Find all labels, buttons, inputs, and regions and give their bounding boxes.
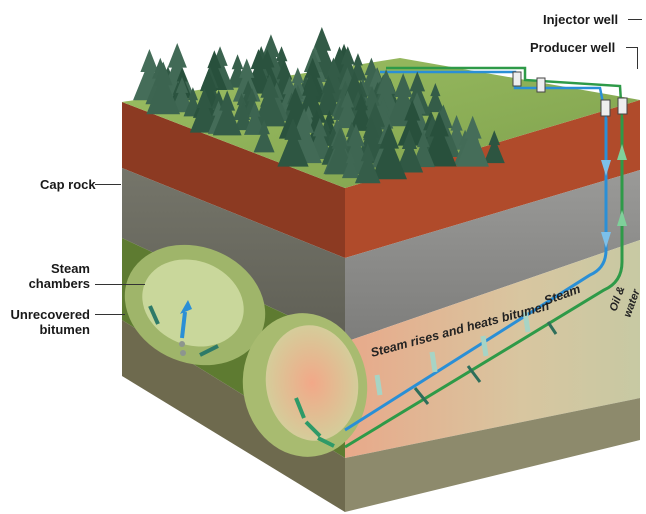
tree (397, 100, 427, 146)
tree (335, 90, 360, 129)
tree (354, 143, 381, 184)
tree (349, 93, 374, 131)
tree (295, 73, 327, 123)
tree (421, 112, 457, 167)
tree (371, 123, 407, 180)
heat-arrow-1 (429, 351, 438, 373)
producer-well-pipe (344, 118, 624, 449)
injector-well-pipe (344, 118, 608, 432)
heat-arrow-3 (522, 311, 531, 333)
wellhead-1 (512, 71, 522, 87)
chamber-dot-2 (180, 350, 186, 356)
wellhead-3 (600, 99, 611, 117)
tree (483, 130, 505, 164)
steam-flow-arrow-2 (601, 232, 611, 248)
tree (232, 58, 261, 102)
forest (133, 27, 505, 184)
injector-well-label: Injector well (543, 12, 619, 27)
drain-arrow-3 (546, 321, 558, 335)
chamber-arrow-left-down (148, 305, 160, 325)
steam-chambers-label-1: Steam (50, 261, 90, 276)
drain-arrow-1 (413, 387, 430, 405)
mid-chamber-arrow-3 (317, 436, 335, 448)
cap-rock-leader (95, 184, 121, 185)
tree (277, 117, 309, 167)
producer-surface-line (386, 66, 624, 119)
tree (253, 119, 275, 153)
tree (395, 129, 424, 173)
producer-well-leader (626, 47, 638, 48)
tree (244, 101, 266, 135)
cap-rock-layer (122, 168, 345, 342)
steam-chambers-label-2: chambers (28, 276, 90, 291)
tree (212, 90, 242, 136)
heat-arrow-2 (480, 335, 489, 357)
injector-surface-line (380, 70, 608, 119)
tree (252, 74, 287, 127)
tree (411, 130, 435, 168)
tree (146, 61, 181, 115)
chamber-arrow-up (180, 311, 187, 339)
steam-chamber-left (142, 259, 244, 347)
producer-well-label: Producer well (530, 40, 616, 55)
soil-layer-front (122, 102, 345, 258)
base-rock-right (345, 398, 640, 512)
steam-chambers-leader (95, 284, 145, 285)
producer-well-leader-v (637, 47, 638, 69)
oil-flow-arrow-2 (617, 144, 627, 160)
wellhead-4 (617, 97, 628, 115)
reservoir-rock-right (345, 170, 640, 342)
tree (234, 101, 253, 131)
mid-chamber-arrow-2 (304, 420, 322, 438)
tree (341, 150, 360, 179)
injector-well-leader (628, 19, 642, 20)
unrecovered-label-1: Unrecovered (10, 307, 90, 322)
tree (426, 83, 445, 113)
chamber-arrow-up-head (180, 300, 192, 314)
wells (344, 118, 627, 449)
heat-arrow-4 (374, 374, 383, 396)
tree (189, 87, 219, 133)
tree (456, 115, 489, 167)
steam-chamber-mid (265, 325, 359, 441)
oil-flow-arrow-1 (617, 210, 627, 226)
tree (315, 75, 342, 116)
steam-chambers (124, 244, 368, 457)
chamber-dot-1 (179, 341, 185, 347)
tree (170, 76, 194, 113)
unrecovered-label-2: bitumen (39, 322, 90, 337)
base-rock-front (122, 320, 345, 512)
soil-layer-right (345, 100, 640, 258)
cap-rock-label: Cap rock (40, 177, 96, 192)
wellhead-2 (536, 77, 546, 93)
unrecovered-leader (95, 314, 125, 315)
chamber-arrow-right-down (199, 344, 219, 357)
surface-pipelines (380, 66, 628, 119)
steam-flow-arrow-1 (601, 160, 611, 176)
mid-chamber-arrow-1 (294, 397, 306, 419)
drain-arrow-2 (466, 365, 482, 383)
